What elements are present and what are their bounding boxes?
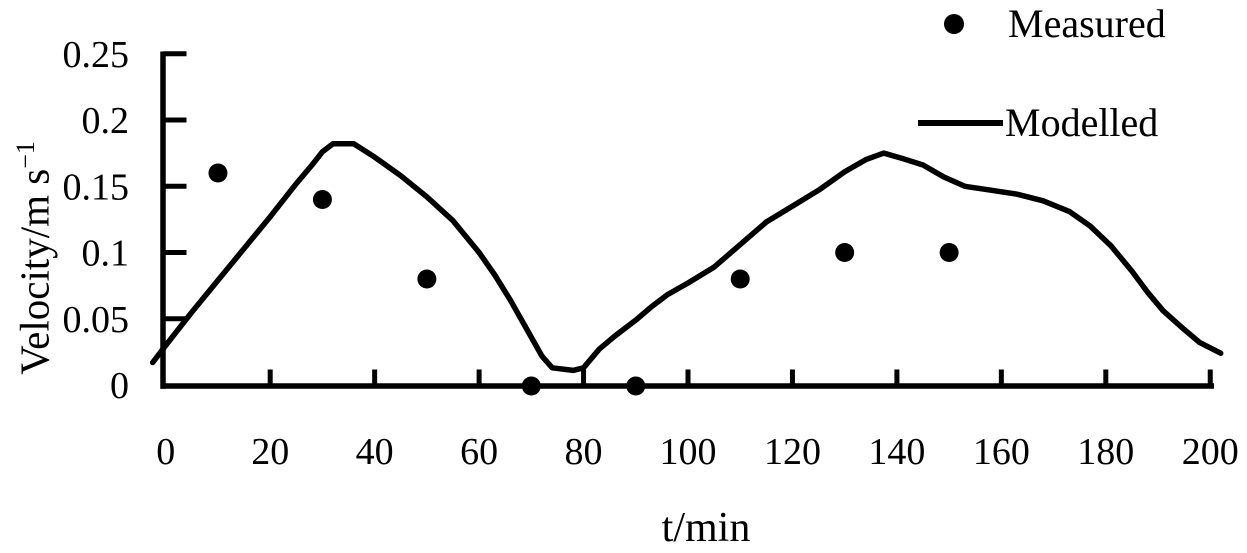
y-tick-label-0.25: 0.25 [63,34,130,76]
y-tick-label-0.05: 0.05 [63,299,130,341]
x-tick-label-40: 40 [356,431,394,473]
measured-point-t50 [417,269,437,289]
x-tick-label-200: 200 [1182,431,1239,473]
x-tick-label-20: 20 [251,431,289,473]
measured-point-t130 [835,243,855,262]
y-axis-title: Velocity/m s−1 [0,88,58,428]
y-tick-label-0: 0 [110,365,129,407]
measured-point-t90 [626,376,646,396]
legend-modelled-label: Modelled [1005,100,1159,145]
modelled-curve [149,141,1224,374]
y-tick-label-0.2: 0.2 [82,100,130,142]
x-tick-label-120: 120 [764,431,821,473]
measured-point-t10 [208,163,228,183]
y-tick-label-0.15: 0.15 [63,166,130,208]
measured-point-t30 [312,190,332,209]
legend-modelled-marker-icon [918,120,1003,126]
legend-measured-marker-icon [944,14,964,34]
x-tick-label-180: 180 [1077,431,1134,473]
measured-point-t110 [730,269,750,289]
x-tick-label-140: 140 [868,431,925,473]
x-tick-label-100: 100 [660,431,717,473]
x-axis-title: t/min [661,505,751,551]
legend-measured-label: Measured [1008,1,1166,46]
y-axis-title-text: Velocity/m s [11,168,58,375]
measured-point-t150 [939,243,959,262]
measured-point-t70 [521,376,541,396]
y-tick-label-0.1: 0.1 [82,233,130,275]
y-axis-title-superscript: −1 [11,141,40,169]
x-tick-label-160: 160 [973,431,1030,473]
x-tick-label-80: 80 [565,431,603,473]
x-tick-label-0: 0 [156,431,175,473]
x-tick-label-60: 60 [460,431,498,473]
